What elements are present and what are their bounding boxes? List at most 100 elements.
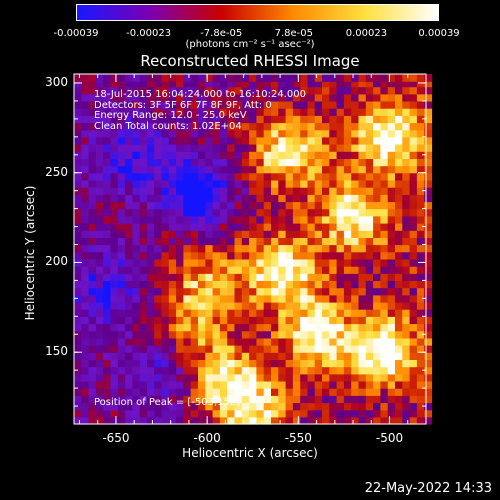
heatmap-cell — [198, 395, 206, 404]
heatmap-cell — [322, 172, 330, 181]
heatmap-cell — [176, 151, 184, 159]
heatmap-cell — [373, 402, 381, 411]
heatmap-cell — [125, 345, 133, 353]
heatmap-cell — [416, 366, 425, 375]
heatmap-cell — [380, 337, 389, 346]
heatmap-cell — [343, 266, 352, 274]
heatmap-cell — [241, 388, 250, 396]
heatmap-cell — [395, 352, 403, 360]
heatmap-cell — [292, 402, 301, 411]
heatmap-cell — [219, 273, 228, 281]
heatmap-cell — [314, 337, 323, 346]
heatmap-cell — [336, 165, 345, 174]
heatmap-cell — [219, 187, 228, 195]
heatmap-cell — [314, 129, 323, 138]
heatmap-cell — [139, 151, 148, 159]
heatmap-cell — [198, 187, 206, 195]
heatmap-cell — [154, 273, 163, 281]
heatmap-cell — [139, 93, 148, 102]
heatmap-cell — [300, 136, 309, 145]
heatmap-cell — [205, 373, 214, 382]
heatmap-cell — [307, 208, 316, 217]
heatmap-cell — [329, 280, 338, 289]
heatmap-cell — [103, 380, 112, 389]
heatmap-cell — [198, 230, 206, 238]
heatmap-cell — [285, 93, 294, 102]
heatmap-cell — [424, 79, 433, 88]
heatmap-cell — [183, 366, 192, 375]
heatmap-cell — [95, 330, 104, 339]
heatmap-cell — [190, 266, 199, 274]
heatmap-cell — [205, 215, 214, 224]
heatmap-cell — [402, 388, 411, 396]
heatmap-cell — [95, 136, 104, 145]
heatmap-cell — [168, 179, 177, 188]
heatmap-cell — [256, 323, 265, 332]
heatmap-cell — [271, 294, 279, 303]
heatmap-cell — [234, 380, 243, 389]
heatmap-cell — [198, 352, 206, 360]
heatmap-cell — [322, 208, 330, 217]
heatmap-cell — [402, 158, 411, 167]
heatmap-cell — [365, 395, 374, 404]
heatmap-cell — [424, 187, 433, 195]
heatmap-cell — [234, 373, 243, 382]
heatmap-cell — [190, 316, 199, 325]
heatmap-cell — [409, 402, 418, 411]
heatmap-cell — [241, 309, 250, 317]
heatmap-cell — [329, 337, 338, 346]
heatmap-cell — [161, 280, 170, 289]
heatmap-cell — [219, 388, 228, 396]
heatmap-cell — [365, 373, 374, 382]
heatmap-cell — [343, 86, 352, 95]
heatmap-cell — [336, 237, 345, 246]
heatmap-cell — [402, 330, 411, 339]
heatmap-cell — [88, 194, 97, 203]
heatmap-cell — [424, 373, 433, 382]
heatmap-cell — [322, 129, 330, 138]
heatmap-cell — [88, 402, 97, 411]
heatmap-cell — [117, 251, 126, 260]
heatmap-cell — [285, 201, 294, 210]
heatmap-cell — [271, 144, 279, 152]
heatmap-cell — [387, 79, 396, 88]
heatmap-cell — [95, 179, 104, 188]
heatmap-cell — [351, 194, 360, 203]
heatmap-cell — [147, 100, 155, 109]
heatmap-cell — [336, 194, 345, 203]
heatmap-cell — [139, 201, 148, 210]
heatmap-cell — [329, 93, 338, 102]
heatmap-cell — [387, 86, 396, 95]
heatmap-cell — [176, 100, 184, 109]
heatmap-cell — [103, 79, 112, 88]
heatmap-cell — [103, 266, 112, 274]
heatmap-cell — [424, 287, 433, 296]
heatmap-cell — [373, 366, 381, 375]
heatmap-cell — [198, 345, 206, 353]
heatmap-cell — [307, 294, 316, 303]
heatmap-cell — [263, 409, 272, 418]
heatmap-cell — [168, 165, 177, 174]
heatmap-cell — [117, 395, 126, 404]
heatmap-cell — [402, 301, 411, 310]
heatmap-cell — [183, 409, 192, 418]
heatmap-cell — [395, 122, 403, 131]
heatmap-cell — [358, 201, 367, 210]
heatmap-cell — [416, 187, 425, 195]
heatmap-cell — [336, 373, 345, 382]
heatmap-cell — [409, 266, 418, 274]
heatmap-cell — [205, 388, 214, 396]
heatmap-cell — [190, 151, 199, 159]
heatmap-cell — [343, 74, 352, 82]
heatmap-cell — [125, 172, 133, 181]
heatmap-cell — [322, 215, 330, 224]
colorbar-units: (photons cm⁻² s⁻¹ asec⁻²) — [185, 39, 315, 50]
heatmap-cell — [395, 280, 403, 289]
heatmap-cell — [409, 337, 418, 346]
heatmap-cell — [132, 215, 141, 224]
heatmap-cell — [373, 151, 381, 159]
heatmap-cell — [300, 86, 309, 95]
heatmap-cell — [409, 144, 418, 152]
heatmap-cell — [271, 266, 279, 274]
heatmap-cell — [154, 144, 163, 152]
